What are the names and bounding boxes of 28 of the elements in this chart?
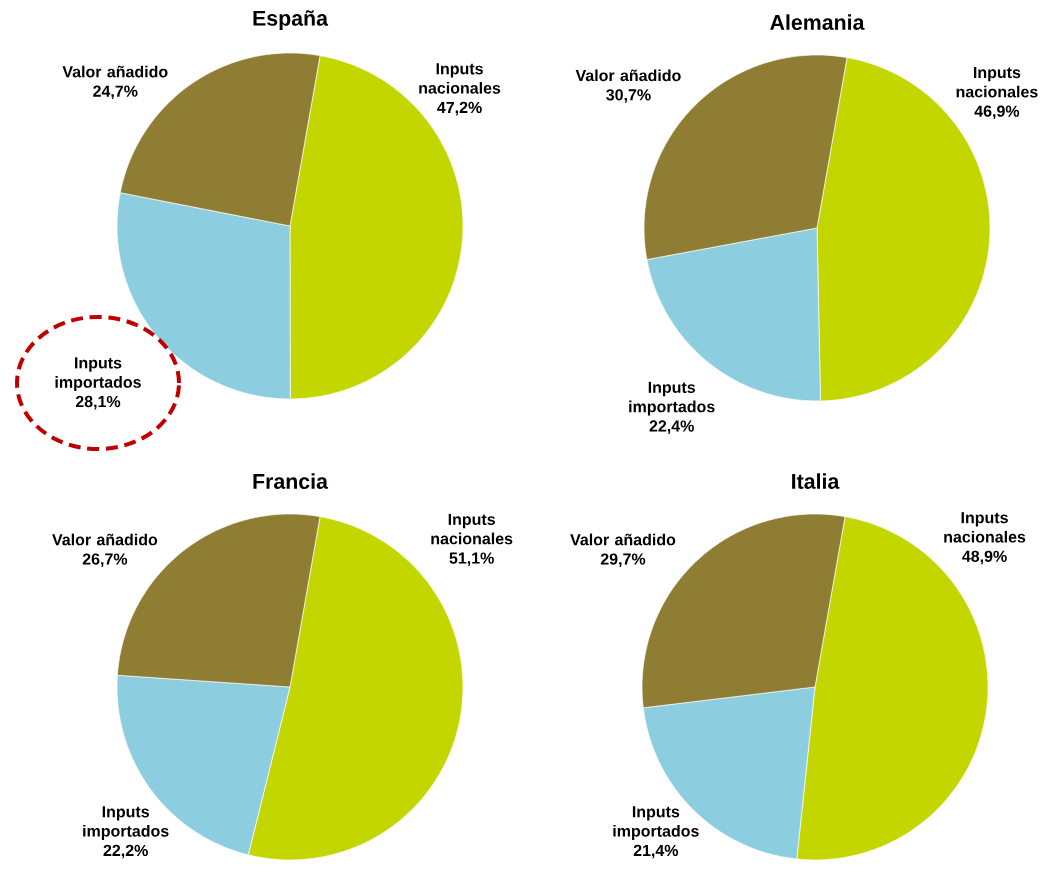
slice-label: Inputs importados (613, 806, 699, 840)
data-label: 22,2% (103, 844, 148, 859)
slice-label: Inputs importados (83, 806, 169, 840)
slice-label: Inputs importados (629, 381, 715, 416)
chart-title: Alemania (770, 14, 865, 30)
data-label: 29,7% (600, 553, 646, 568)
data-label: 22,4% (649, 420, 694, 434)
data-label: 46,9% (974, 105, 1020, 120)
data-label: 47,2% (437, 101, 482, 116)
slice-label: Inputs nacionales (944, 512, 1026, 543)
data-label: 21,4% (633, 844, 679, 859)
data-label: 24,7% (93, 85, 138, 100)
chart-title: Italia (792, 473, 840, 489)
slice-label: Valor añadido (570, 533, 676, 546)
data-label: 28,1% (75, 395, 121, 410)
slice-label: Valor añadido (52, 533, 158, 546)
slice-label: Valor añadido (62, 65, 168, 78)
data-label: 48,9% (962, 550, 1007, 565)
data-label: 26,7% (82, 553, 128, 568)
data-label: 30,7% (606, 89, 651, 103)
data-label: 51,1% (449, 552, 494, 566)
slice-label: Inputs nacionales (956, 66, 1038, 98)
slice-label: Inputs importados (55, 357, 141, 392)
slice-label: Valor añadido (575, 69, 681, 82)
slice-label: Inputs nacionales (419, 63, 501, 94)
slice-label: Inputs nacionales (431, 513, 513, 545)
chart-title: España (253, 10, 329, 31)
chart-title: Francia (253, 473, 329, 489)
